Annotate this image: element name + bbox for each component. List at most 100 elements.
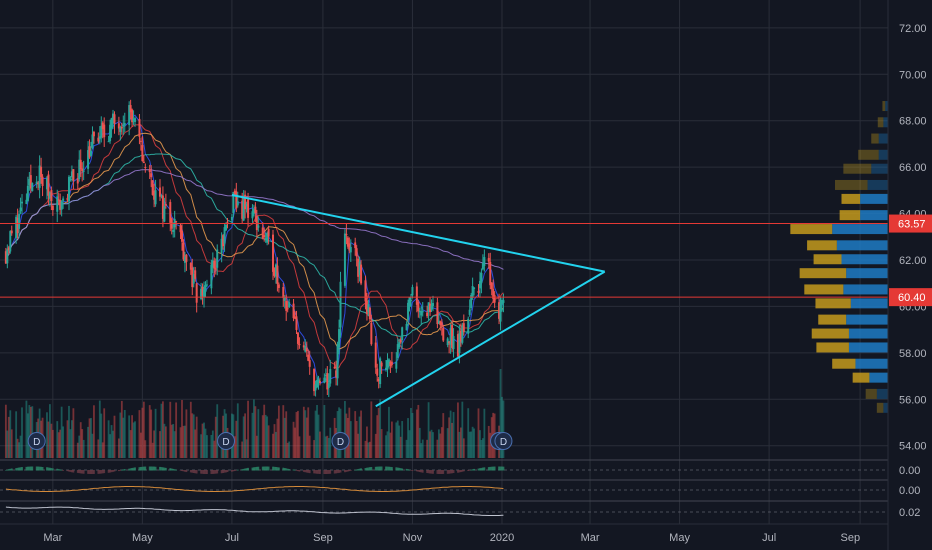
oscillator-bar — [109, 470, 111, 473]
volume-bar — [323, 405, 326, 458]
candle-body — [4, 251, 7, 264]
candle-body — [313, 368, 316, 392]
oscillator-bar — [129, 468, 132, 471]
time-axis[interactable]: Mar May Jul Sep Nov 2020 Mar May Jul Sep — [0, 523, 888, 544]
volume-profile-up — [860, 193, 888, 204]
triangle-trendlines[interactable] — [231, 194, 606, 408]
oscillator-bar — [91, 470, 94, 474]
volume-bar — [201, 423, 204, 458]
oscillator-bar — [389, 466, 392, 471]
volume-bar — [241, 441, 244, 458]
oscillator-bar — [489, 466, 492, 471]
candle-body — [210, 264, 213, 289]
volume-profile-up — [846, 314, 888, 325]
volume-bar — [437, 429, 440, 458]
candle-body — [72, 169, 75, 181]
dividend-marker[interactable] — [331, 432, 350, 450]
candle-body — [107, 141, 110, 143]
grid-lines — [0, 0, 888, 524]
candle-body — [467, 318, 470, 334]
candle-body — [500, 299, 503, 305]
dividend-marker[interactable] — [27, 432, 46, 450]
volume-bar — [216, 404, 219, 458]
volume-bar — [154, 408, 157, 458]
trendline-upper[interactable] — [231, 194, 605, 273]
candle-body — [35, 181, 38, 185]
trendline-lower[interactable] — [375, 270, 606, 408]
candle-body — [386, 360, 389, 368]
volume-bar — [368, 441, 371, 458]
dividend-marker[interactable] — [217, 432, 236, 450]
oscillator-bar — [492, 466, 495, 471]
oscillator-bar — [242, 468, 245, 471]
oscillator-bar — [317, 470, 320, 474]
candle-body — [232, 191, 235, 213]
time-tick-label: Mar — [43, 532, 62, 544]
candle-body — [459, 330, 462, 342]
candle-body — [153, 190, 156, 200]
candle-body — [439, 321, 442, 326]
oscillator-bar — [164, 467, 167, 471]
oscillator-bar — [335, 470, 338, 474]
volume-bar — [181, 400, 183, 458]
volume-bar — [448, 417, 451, 458]
volume-bar — [131, 415, 133, 458]
oscillator-bar — [181, 470, 183, 471]
volume-bar — [82, 439, 85, 458]
candle-body — [164, 204, 167, 206]
oscillator-bar — [57, 469, 60, 471]
volume-bar — [439, 433, 442, 458]
oscillator-bar — [470, 469, 473, 471]
volume-bar — [480, 439, 483, 458]
oscillator-line — [5, 486, 504, 492]
candle-body — [81, 168, 84, 172]
volume-bar — [15, 411, 18, 458]
oscillator-bar — [49, 467, 51, 471]
oscillator-bar — [101, 470, 104, 474]
volume-bar — [267, 425, 270, 458]
candle-body — [241, 200, 244, 219]
oscillator-bar — [194, 470, 197, 474]
volume-bar — [499, 369, 502, 458]
volume-profile-up — [878, 133, 888, 144]
oscillator-bar — [184, 470, 186, 472]
candle-body — [122, 124, 125, 127]
candle-body — [225, 224, 228, 231]
oscillator-bar — [123, 469, 126, 471]
oscillator-bar — [329, 470, 332, 474]
volume-bar — [78, 435, 81, 458]
oscillator-bar — [267, 466, 270, 471]
volume-bar — [319, 431, 321, 458]
volume-bar — [275, 431, 277, 458]
volume-bar — [10, 429, 13, 458]
price-axis[interactable]: 72.0070.0068.0066.0064.0062.0060.0058.00… — [887, 0, 927, 550]
volume-bar — [405, 439, 408, 458]
candle-body — [29, 175, 32, 189]
oscillator-bar — [159, 466, 161, 471]
oscillator-bar — [502, 466, 505, 471]
candle-body — [154, 190, 157, 205]
candle-body — [421, 311, 424, 313]
candle-body — [117, 123, 120, 129]
candle-body — [389, 361, 392, 367]
candle-body — [37, 182, 40, 185]
oscillator-bar — [432, 470, 434, 474]
oscillator-bar — [131, 468, 133, 471]
candle-body — [169, 202, 172, 223]
dividend-marker[interactable] — [494, 432, 513, 450]
volume-bar — [286, 442, 289, 458]
candle-body — [407, 302, 410, 321]
candle-body — [305, 347, 308, 352]
oscillator-bar — [206, 470, 208, 474]
oscillator-bar — [292, 469, 295, 471]
oscillator-bar — [185, 470, 188, 473]
oscillator-bar — [316, 470, 318, 474]
oscillator-bar — [421, 470, 424, 473]
volume-bar — [170, 424, 173, 458]
candle-body — [48, 192, 51, 199]
candle-body — [131, 109, 134, 123]
oscillator-bar — [200, 470, 202, 474]
volume-bar — [314, 410, 317, 458]
volume-bar — [379, 399, 382, 458]
